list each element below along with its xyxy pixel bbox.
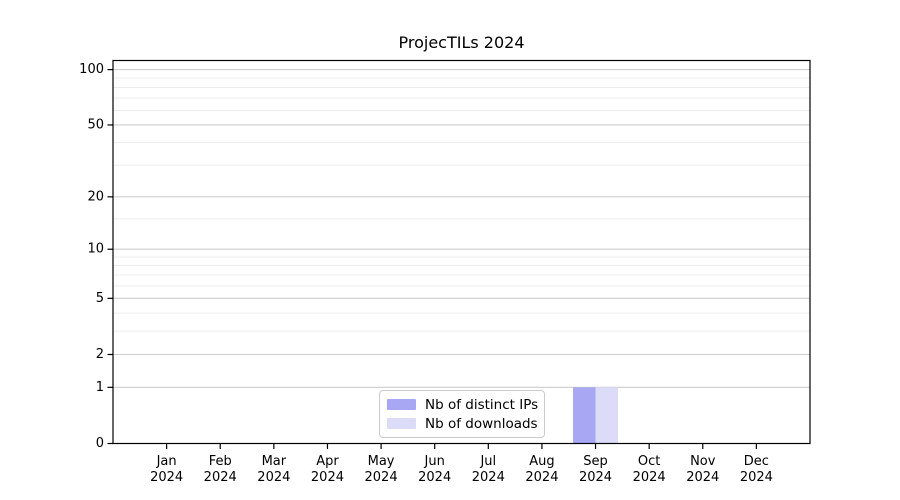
legend-item-downloads: Nb of downloads [387, 415, 538, 432]
legend-swatch-downloads [387, 418, 416, 429]
legend-label-downloads: Nb of downloads [425, 415, 538, 432]
y-tick-label: 0 [96, 436, 104, 451]
x-tick-label: Sep 2024 [579, 454, 612, 485]
legend-swatch-distinct-ips [387, 399, 416, 410]
x-tick-label: Nov 2024 [686, 454, 719, 485]
x-tick-label: Oct 2024 [633, 454, 666, 485]
x-tick-label: Jan 2024 [150, 454, 183, 485]
bar [595, 387, 619, 444]
bar [573, 387, 596, 444]
x-tick-label: Dec 2024 [740, 454, 773, 485]
y-tick-label: 50 [87, 117, 104, 132]
x-tick-label: Jun 2024 [418, 454, 451, 485]
x-tick-label: Feb 2024 [204, 454, 237, 485]
legend-label-distinct-ips: Nb of distinct IPs [425, 396, 539, 413]
x-tick-label: Jul 2024 [472, 454, 505, 485]
y-tick-label: 20 [87, 189, 104, 204]
plot-border [112, 59, 811, 445]
chart-title: ProjecTILs 2024 [398, 33, 525, 52]
y-tick-label: 10 [87, 242, 104, 257]
legend: Nb of distinct IPs Nb of downloads [379, 390, 545, 438]
y-tick-label: 1 [96, 380, 104, 395]
y-tick-label: 5 [96, 291, 104, 306]
y-tick-label: 100 [79, 62, 104, 77]
x-tick-label: May 2024 [365, 454, 398, 485]
x-tick-label: Mar 2024 [257, 454, 290, 485]
legend-item-distinct-ips: Nb of distinct IPs [387, 396, 539, 413]
x-tick-label: Aug 2024 [525, 454, 558, 485]
y-tick-label: 2 [96, 347, 104, 362]
x-tick-label: Apr 2024 [311, 454, 344, 485]
